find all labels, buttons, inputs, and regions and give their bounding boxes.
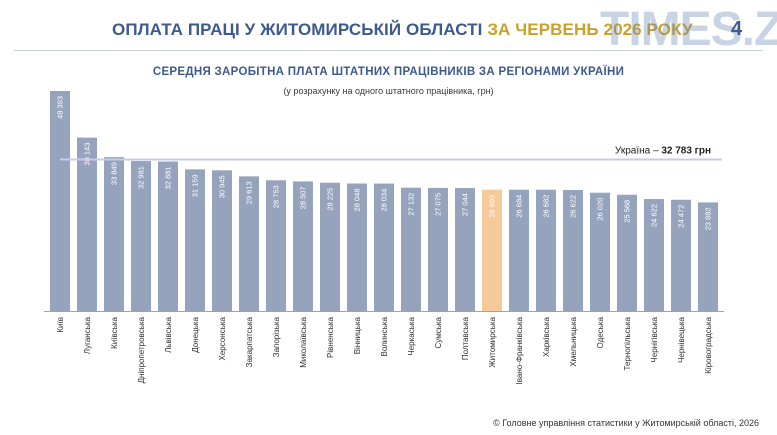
category-label: Чернігівська: [650, 316, 659, 362]
category-label: Полтавська: [461, 316, 470, 360]
category-label: Одеська: [596, 316, 605, 348]
category-label: Харківська: [542, 316, 551, 357]
bar: [131, 161, 151, 311]
average-reference-prefix: Україна –: [615, 146, 661, 157]
category-label: Волинська: [380, 316, 389, 356]
bar: [671, 199, 691, 311]
bar: [104, 157, 124, 311]
chart-subtitle: (у розрахунку на одного штатного працівн…: [283, 86, 494, 96]
bar-value-label: 28 225: [326, 188, 335, 211]
bar-value-label: 26 622: [569, 195, 578, 218]
bar-value-label: 24 622: [650, 204, 659, 227]
category-label: Херсонська: [218, 316, 227, 360]
bar: [347, 183, 367, 311]
bar: [698, 202, 718, 311]
bar-value-label: 25 568: [623, 200, 632, 223]
category-label: Закарпатська: [245, 316, 254, 367]
bar: [50, 91, 70, 311]
page-number: 4: [731, 18, 743, 40]
category-label: Луганська: [83, 316, 92, 354]
category-label: Донецька: [191, 316, 200, 352]
category-label: Дніпропетровська: [137, 316, 146, 383]
bar-value-label: 28 048: [353, 188, 362, 211]
bar-value-label: 31 159: [191, 174, 200, 197]
slide-title-period: ЗА ЧЕРВЕНЬ 2026 РОКУ: [487, 20, 693, 39]
category-label: Вінницька: [353, 316, 362, 354]
bar: [212, 170, 232, 311]
category-label: Івано-Франківська: [515, 316, 524, 384]
bar: [158, 161, 178, 311]
category-label: Кіровоградська: [704, 316, 713, 373]
slide-header: ОПЛАТА ПРАЦІ У ЖИТОМИРСЬКІЙ ОБЛАСТІ ЗА Ч…: [0, 0, 777, 58]
bar-value-label: 26 695: [488, 195, 497, 218]
bar-value-label: 29 613: [245, 181, 254, 204]
category-label: Сумська: [434, 316, 443, 348]
category-label: Житомирська: [488, 316, 497, 367]
slide-title: ОПЛАТА ПРАЦІ У ЖИТОМИРСЬКІЙ ОБЛАСТІ ЗА Ч…: [112, 20, 693, 40]
bar: [293, 181, 313, 311]
category-label: Тернопільська: [623, 316, 632, 370]
bar: [590, 192, 610, 311]
bar: [617, 194, 637, 311]
bar-value-label: 32 981: [137, 166, 146, 189]
bar-value-label: 24 472: [677, 205, 686, 228]
bar-value-label: 28 753: [272, 185, 281, 208]
category-label: Хмельницька: [569, 316, 578, 366]
bar: [644, 199, 664, 311]
category-label: Рівненська: [326, 316, 335, 357]
bar: [320, 182, 340, 311]
category-label: Київська: [110, 316, 119, 348]
bar: [77, 137, 97, 311]
bar: [374, 183, 394, 311]
bar-value-label: 32 881: [164, 167, 173, 190]
bar: [536, 189, 556, 311]
category-label: Запорізька: [272, 316, 281, 357]
bar: [266, 180, 286, 311]
bar-value-label: 27 132: [407, 193, 416, 216]
bar: [563, 189, 583, 311]
slide-title-main: ОПЛАТА ПРАЦІ У ЖИТОМИРСЬКІЙ ОБЛАСТІ: [112, 20, 488, 39]
bar-value-label: 27 075: [434, 193, 443, 216]
bar-value-label: 28 034: [380, 189, 389, 212]
watermark-logo: TIMES.ZT: [600, 3, 777, 56]
bar-value-label: 38 143: [83, 143, 92, 166]
average-reference-label: Україна – 32 783 грн: [615, 146, 711, 157]
category-label: Черкаська: [407, 316, 416, 355]
bar-value-label: 33 849: [110, 162, 119, 185]
bar: [401, 187, 421, 311]
header-divider: [14, 50, 763, 51]
bar-value-label: 23 882: [704, 207, 713, 230]
bar: [185, 169, 205, 311]
chart-title: СЕРЕДНЯ ЗАРОБІТНА ПЛАТА ШТАТНИХ ПРАЦІВНИ…: [152, 66, 625, 78]
bar-value-label: 26 020: [596, 198, 605, 221]
bar-value-label: 26 684: [515, 195, 524, 218]
category-label: Миколаївська: [299, 316, 308, 367]
bar: [455, 188, 475, 311]
category-label: Київ: [56, 317, 65, 333]
bar-value-label: 27 044: [461, 193, 470, 216]
average-reference-value: 32 783 грн: [661, 146, 711, 157]
category-label: Чернівецька: [677, 316, 686, 362]
bar-value-label: 28 507: [299, 186, 308, 209]
bar: [428, 187, 448, 311]
source-note: © Головне управління статистики у Житоми…: [493, 418, 759, 428]
bar-value-label: 26 682: [542, 195, 551, 218]
bar-value-label: 30 945: [218, 175, 227, 198]
category-label: Львівська: [164, 316, 173, 352]
bar: [482, 189, 502, 311]
bar: [509, 189, 529, 311]
bar: [239, 176, 259, 311]
bar-value-label: 48 393: [56, 96, 65, 119]
